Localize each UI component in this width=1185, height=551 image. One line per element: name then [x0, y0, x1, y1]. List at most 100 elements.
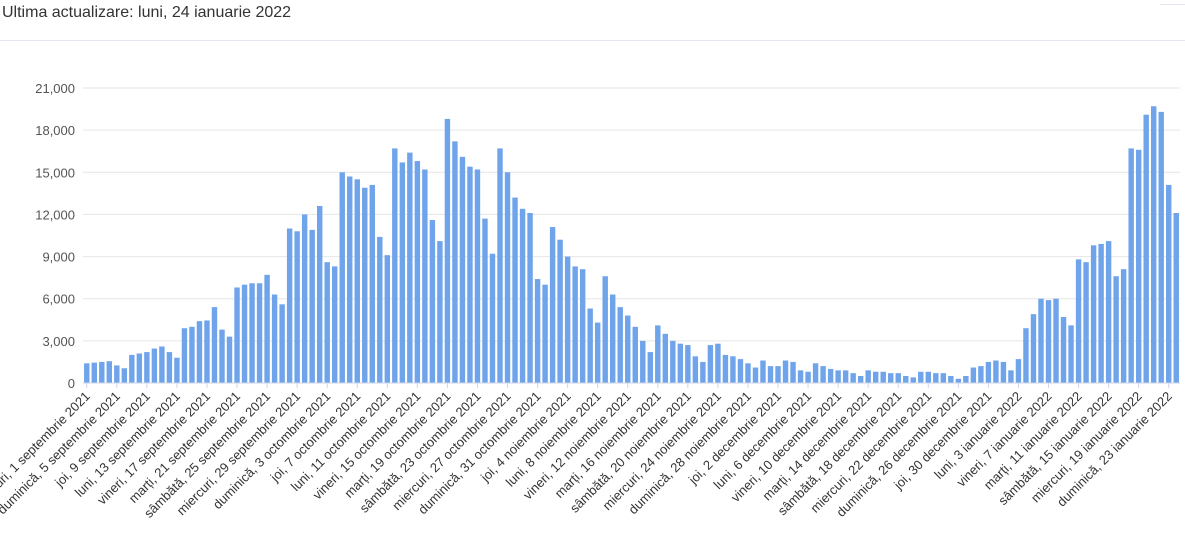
- bar[interactable]: [933, 373, 939, 383]
- bar[interactable]: [144, 352, 150, 383]
- bar[interactable]: [857, 375, 864, 383]
- bar[interactable]: [970, 367, 977, 383]
- bar[interactable]: [700, 361, 706, 383]
- bar[interactable]: [174, 357, 180, 383]
- bar[interactable]: [670, 340, 676, 383]
- bar[interactable]: [309, 229, 315, 383]
- bar[interactable]: [1083, 262, 1089, 383]
- bar[interactable]: [662, 333, 669, 383]
- bar[interactable]: [422, 169, 428, 383]
- bar[interactable]: [407, 152, 413, 383]
- bar[interactable]: [512, 197, 518, 383]
- bar[interactable]: [1158, 111, 1164, 383]
- bar[interactable]: [564, 256, 571, 383]
- bar[interactable]: [181, 328, 188, 383]
- bar[interactable]: [1120, 269, 1127, 383]
- bar[interactable]: [347, 176, 353, 384]
- bar[interactable]: [549, 227, 556, 383]
- bar[interactable]: [587, 308, 593, 383]
- bar[interactable]: [1135, 149, 1142, 383]
- bar[interactable]: [136, 353, 143, 384]
- bar[interactable]: [482, 218, 488, 383]
- bar[interactable]: [452, 141, 458, 383]
- bar[interactable]: [820, 366, 826, 383]
- bar[interactable]: [602, 276, 608, 383]
- bar[interactable]: [677, 343, 684, 383]
- bar[interactable]: [655, 325, 661, 383]
- bar[interactable]: [812, 363, 819, 383]
- bar[interactable]: [579, 269, 586, 383]
- bar[interactable]: [827, 368, 834, 383]
- bar[interactable]: [1015, 359, 1022, 383]
- bar[interactable]: [504, 172, 511, 383]
- bar[interactable]: [159, 346, 165, 383]
- bar[interactable]: [219, 329, 225, 383]
- bar[interactable]: [467, 166, 473, 383]
- bar[interactable]: [234, 287, 240, 383]
- bar[interactable]: [1151, 106, 1157, 383]
- bar[interactable]: [1008, 370, 1014, 383]
- bar[interactable]: [632, 326, 638, 383]
- bar[interactable]: [211, 307, 218, 383]
- bar[interactable]: [842, 370, 849, 383]
- bar[interactable]: [760, 360, 766, 383]
- bar[interactable]: [1166, 184, 1172, 383]
- bar[interactable]: [369, 184, 375, 383]
- bar[interactable]: [707, 345, 714, 383]
- bar[interactable]: [895, 373, 901, 383]
- bar[interactable]: [1045, 300, 1052, 383]
- bar[interactable]: [557, 239, 563, 383]
- bar[interactable]: [797, 370, 804, 383]
- bar[interactable]: [1173, 213, 1179, 383]
- bar[interactable]: [339, 172, 345, 383]
- bar[interactable]: [166, 352, 173, 383]
- bar[interactable]: [572, 266, 578, 383]
- bar[interactable]: [271, 294, 278, 384]
- bar[interactable]: [948, 375, 954, 383]
- bar[interactable]: [610, 294, 616, 384]
- bar[interactable]: [880, 371, 886, 383]
- bar[interactable]: [106, 361, 112, 383]
- bar[interactable]: [888, 373, 894, 383]
- bar[interactable]: [324, 262, 330, 383]
- bar[interactable]: [850, 373, 856, 383]
- bar[interactable]: [332, 266, 338, 383]
- bar[interactable]: [872, 371, 879, 383]
- bar[interactable]: [151, 348, 158, 383]
- bar[interactable]: [963, 375, 969, 383]
- bar[interactable]: [414, 161, 421, 383]
- bar[interactable]: [1143, 114, 1149, 383]
- bar[interactable]: [918, 371, 924, 383]
- bar[interactable]: [1113, 276, 1119, 383]
- bar[interactable]: [730, 356, 736, 383]
- bar[interactable]: [1053, 298, 1059, 383]
- bar[interactable]: [752, 367, 759, 383]
- bar[interactable]: [384, 255, 391, 383]
- bar[interactable]: [114, 365, 120, 383]
- bar[interactable]: [316, 206, 323, 383]
- bar[interactable]: [805, 371, 811, 383]
- bar[interactable]: [978, 366, 984, 383]
- bar[interactable]: [1038, 298, 1044, 383]
- bar[interactable]: [767, 366, 774, 383]
- bar[interactable]: [91, 362, 97, 383]
- bar[interactable]: [640, 340, 646, 383]
- bar[interactable]: [497, 148, 503, 383]
- bar[interactable]: [1098, 243, 1104, 383]
- bar[interactable]: [444, 118, 451, 384]
- bar[interactable]: [226, 336, 233, 383]
- bar[interactable]: [903, 375, 909, 383]
- bar[interactable]: [377, 236, 383, 383]
- bar[interactable]: [249, 283, 255, 383]
- bar[interactable]: [489, 253, 496, 383]
- bar[interactable]: [354, 179, 360, 383]
- bar[interactable]: [692, 356, 699, 383]
- bar[interactable]: [519, 208, 526, 383]
- bar[interactable]: [362, 187, 368, 383]
- bar[interactable]: [84, 363, 90, 383]
- bar[interactable]: [1128, 148, 1134, 383]
- bar[interactable]: [715, 343, 721, 383]
- bar[interactable]: [1000, 361, 1007, 383]
- bar[interactable]: [286, 228, 293, 383]
- bar[interactable]: [196, 321, 203, 383]
